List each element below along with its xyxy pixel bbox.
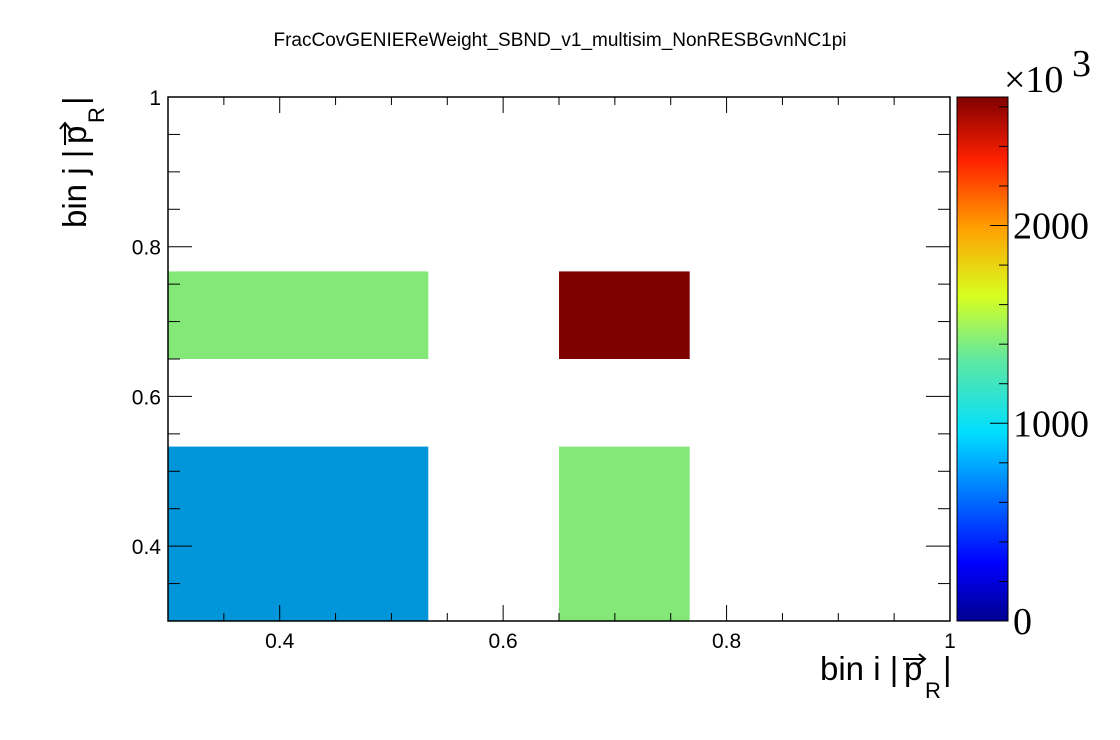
x-tick-label: 0.8 [712,630,741,653]
heatmap-cell-2 [559,446,690,621]
color-scale-bar [957,97,1008,621]
y-axis-label-suffix: | [56,96,93,105]
y-axis-label-prefix: bin j | [56,150,93,228]
color-scale-frame [956,96,1009,622]
color-scale-ticks [990,106,1008,622]
y-tick-label: 1 [149,87,161,110]
color-scale-multiplier-base: ×10 [1004,59,1063,101]
heatmap-cell-3 [559,271,690,359]
y-tick-labels: 0.4 0.6 0.8 1 [132,87,162,559]
z-tick-label: 1000 [1013,403,1089,445]
x-axis-label-suffix: | [943,650,952,687]
x-axis-label-sub: R [925,678,941,703]
x-vector-arrow [903,653,927,665]
x-tick-label: 1 [944,630,956,653]
y-vector-arrow [59,121,71,145]
y-tick-label: 0.6 [132,386,161,409]
y-axis-label: bin j | p R | [56,96,109,228]
heatmap-cell-0 [168,446,429,621]
x-tick-label: 0.4 [265,630,295,653]
chart-title: FracCovGENIEReWeight_SBND_v1_multisim_No… [273,30,846,51]
axis-ticks [167,96,951,622]
heatmap-cell-1 [168,271,429,359]
x-tick-labels: 0.4 0.6 0.8 1 [265,630,956,653]
color-scale-multiplier: ×10 3 [1004,43,1091,101]
z-tick-label: 0 [1013,601,1032,643]
heatmap-cells [168,271,690,621]
plot-frame [167,96,951,622]
x-axis-label-prefix: bin i | [820,650,898,687]
color-scale-tick-labels: 0 1000 2000 [1013,206,1089,643]
color-scale-multiplier-exponent: 3 [1072,43,1091,85]
x-tick-label: 0.6 [489,630,518,653]
x-axis-label: bin i | p R | [820,650,952,703]
z-tick-label: 2000 [1013,206,1089,248]
y-tick-label: 0.4 [132,536,162,559]
y-tick-label: 0.8 [132,237,161,260]
y-axis-label-sub: R [84,107,109,123]
